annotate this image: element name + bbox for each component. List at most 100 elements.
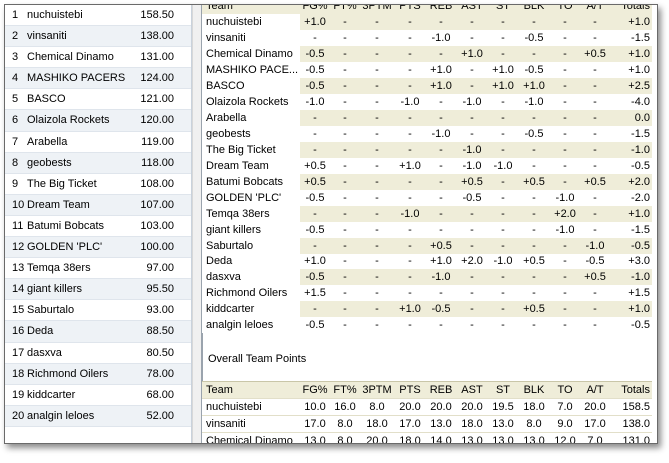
- rank-number: 16: [12, 325, 25, 338]
- team-name: dasxva: [27, 346, 62, 359]
- standings-row[interactable]: 2 vinsaniti 138.00: [5, 26, 191, 48]
- standings-row[interactable]: 18 Richmond Oilers 78.00: [5, 363, 191, 385]
- team-name: Richmond Oilers: [27, 367, 109, 380]
- column-header[interactable]: REB: [426, 5, 456, 14]
- value-cell: -: [456, 77, 488, 94]
- value-cell: -1.0: [426, 125, 456, 142]
- column-header[interactable]: PTS: [394, 381, 426, 399]
- value-cell: -: [488, 317, 518, 334]
- value-cell: -1.0: [456, 141, 488, 158]
- value-cell: -1.5: [610, 125, 652, 142]
- value-cell: +0.5: [426, 237, 456, 254]
- column-header[interactable]: A/T: [580, 381, 610, 399]
- value-cell: -: [518, 269, 550, 286]
- value-cell: -: [580, 205, 610, 222]
- column-header[interactable]: Totals: [610, 5, 652, 14]
- value-cell: 8.0: [330, 432, 360, 443]
- column-header[interactable]: Team: [202, 381, 300, 399]
- column-header[interactable]: FG%: [300, 381, 330, 399]
- column-header[interactable]: AST: [456, 381, 488, 399]
- standings-row[interactable]: 6 Olaizola Rockets 120.00: [5, 110, 191, 132]
- value-cell: 20.0: [456, 398, 488, 416]
- standings-row[interactable]: 19 kiddcarter 68.00: [5, 385, 191, 406]
- value-cell: -1.0: [456, 93, 488, 110]
- column-header[interactable]: BLK: [518, 5, 550, 14]
- standings-row[interactable]: 17 dasxva 80.50: [5, 343, 191, 364]
- standings-row[interactable]: 12 GOLDEN 'PLC' 100.00: [5, 237, 191, 259]
- table-row: Dream Team +0.5- - +1.0- -1.0 -1.0- - - -0.5: [202, 157, 652, 174]
- value-cell: 18.0: [518, 398, 550, 416]
- value-cell: -: [456, 317, 488, 334]
- value-cell: -: [488, 13, 518, 30]
- standings-row[interactable]: 9 The Big Ticket 108.00: [5, 174, 191, 195]
- value-cell: -: [456, 237, 488, 254]
- standings-list: 1 nuchuistebi 158.50 2 vinsaniti 138.00 3 Chemi…: [5, 5, 192, 443]
- value-cell: -: [394, 285, 426, 302]
- column-header[interactable]: FT%: [330, 5, 360, 14]
- standings-row[interactable]: 1 nuchuistebi 158.50: [5, 5, 191, 27]
- column-header[interactable]: Team: [202, 5, 300, 14]
- value-cell: 131.0: [610, 432, 652, 443]
- category-changes-table: Team FG% FT% 3PTM PTS REB AST ST BLK TO A/T Totals n…: [202, 5, 652, 334]
- standings-row[interactable]: 4 MASHIKO PACERS 124.00: [5, 68, 191, 90]
- rank-number: 12: [12, 241, 25, 254]
- value-cell: -: [488, 141, 518, 158]
- standings-row[interactable]: 5 BASCO 121.00: [5, 89, 191, 111]
- team-cell: Chemical Dinamo: [202, 432, 300, 443]
- value-cell: +0.5: [518, 173, 550, 190]
- column-header[interactable]: FT%: [330, 381, 360, 399]
- standings-row[interactable]: 3 Chemical Dinamo 131.00: [5, 47, 191, 69]
- team-cell: geobests: [202, 125, 300, 142]
- column-header[interactable]: BLK: [518, 381, 550, 399]
- value-cell: +1.0: [518, 77, 550, 94]
- standings-row[interactable]: 8 geobests 118.00: [5, 152, 191, 174]
- value-cell: -: [488, 237, 518, 254]
- column-header[interactable]: ST: [488, 5, 518, 14]
- value-cell: -: [550, 253, 580, 270]
- value-cell: +2.0: [550, 205, 580, 222]
- value-cell: -: [518, 157, 550, 174]
- standings-row[interactable]: 20 analgin leloes 52.00: [5, 405, 191, 427]
- table-row: Batumi Bobcats +0.5- - - - +0.5- +0.5- +0.5 +2.0: [202, 173, 652, 190]
- column-header[interactable]: REB: [426, 381, 456, 399]
- column-header[interactable]: AST: [456, 5, 488, 14]
- value-cell: 20.0: [360, 432, 394, 443]
- column-header[interactable]: 3PTM: [360, 5, 394, 14]
- value-cell: +0.5: [518, 301, 550, 318]
- value-cell: -: [394, 125, 426, 142]
- value-cell: -1.5: [610, 221, 652, 238]
- column-header[interactable]: FG%: [300, 5, 330, 14]
- value-cell: -: [426, 205, 456, 222]
- value-cell: 0.0: [610, 109, 652, 126]
- team-points: 119.00: [141, 135, 174, 148]
- standings-row[interactable]: 7 Arabella 119.00: [5, 132, 191, 153]
- standings-row[interactable]: 13 Temqa 38ers 97.00: [5, 258, 191, 280]
- value-cell: -0.5: [610, 157, 652, 174]
- table-row: kiddcarter - - - +1.0 -0.5- - +0.5- - +1.0: [202, 301, 652, 318]
- value-cell: -: [300, 301, 330, 318]
- standings-row[interactable]: 11 Batumi Bobcats 103.00: [5, 216, 191, 238]
- value-cell: -: [426, 93, 456, 110]
- value-cell: -: [360, 77, 394, 94]
- value-cell: 17.0: [300, 415, 330, 433]
- value-cell: +1.0: [394, 157, 426, 174]
- standings-row[interactable]: 15 Saburtalo 93.00: [5, 300, 191, 322]
- value-cell: 7.0: [550, 398, 580, 416]
- value-cell: +1.0: [610, 45, 652, 62]
- column-header[interactable]: 3PTM: [360, 381, 394, 399]
- column-header[interactable]: PTS: [394, 5, 426, 14]
- standings-row[interactable]: 10 Dream Team 107.00: [5, 194, 191, 216]
- standings-row[interactable]: 14 giant killers 95.50: [5, 279, 191, 301]
- column-header[interactable]: TO: [550, 5, 580, 14]
- column-header[interactable]: TO: [550, 381, 580, 399]
- team-name: vinsaniti: [27, 30, 67, 43]
- column-header[interactable]: Totals: [610, 381, 652, 399]
- value-cell: +1.0: [610, 13, 652, 30]
- column-header[interactable]: A/T: [580, 5, 610, 14]
- value-cell: -: [488, 45, 518, 62]
- standings-row[interactable]: 16 Deda 88.50: [5, 321, 191, 343]
- column-header[interactable]: ST: [488, 381, 518, 399]
- team-points: 131.00: [140, 51, 174, 64]
- value-cell: -: [360, 189, 394, 206]
- value-cell: -: [330, 285, 360, 302]
